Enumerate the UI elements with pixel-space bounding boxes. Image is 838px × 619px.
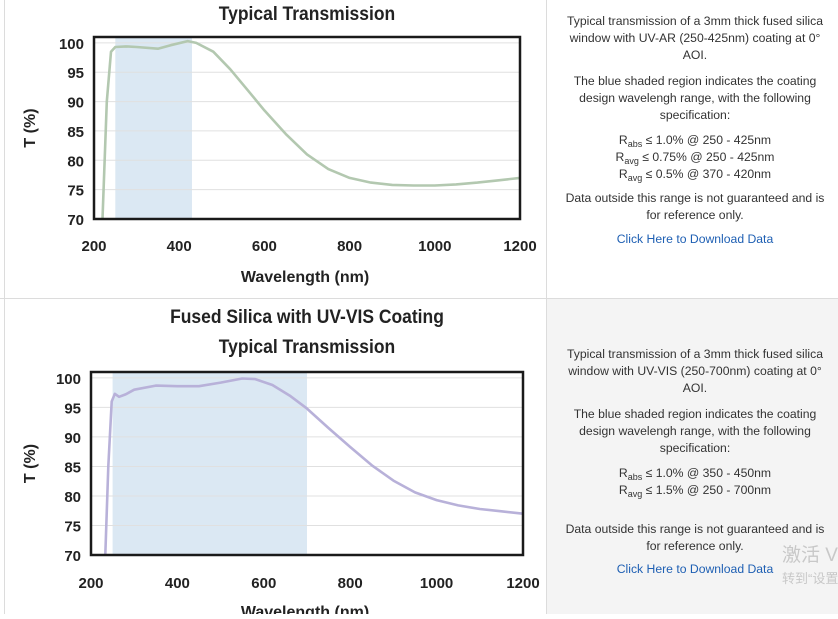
y-tick-label: 75 (64, 518, 81, 535)
x-tick-label: 1200 (503, 238, 536, 255)
y-tick-label: 75 (67, 183, 84, 200)
spec-line: Ravg ≤ 1.5% @ 250 - 700nm (618, 483, 772, 499)
x-tick-label: 200 (78, 575, 103, 592)
disclaimer-text: Data outside this range is not guarantee… (565, 522, 825, 553)
spec-text: ≤ 0.5% @ 370 - 420nm (645, 167, 772, 181)
y-tick-label: 90 (67, 95, 84, 112)
shaded-note: The blue shaded region indicates the coa… (573, 407, 817, 455)
y-axis-title: T (%) (22, 108, 39, 147)
x-tick-label: 800 (337, 238, 362, 255)
spec-list: Rabs ≤ 1.0% @ 350 - 450nm Ravg ≤ 1.5% @ … (561, 465, 829, 499)
spec-line: Ravg ≤ 0.5% @ 370 - 420nm (618, 167, 772, 183)
y-tick-label: 80 (67, 153, 84, 170)
y-tick-label: 85 (67, 124, 84, 141)
plot-frame (89, 370, 525, 557)
y-tick-label: 70 (64, 548, 81, 565)
y-axis-title: T (%) (22, 444, 39, 483)
spec-list: Rabs ≤ 1.0% @ 250 - 425nm Ravg ≤ 0.75% @… (561, 132, 829, 183)
y-tick-label: 95 (64, 400, 81, 417)
x-tick-label: 1000 (418, 238, 451, 255)
disclaimer-text: Data outside this range is not guarantee… (565, 191, 825, 222)
chart-cell: Typical Transmission 70 75 80 85 90 95 100 200 40… (5, 0, 545, 298)
spec-line: Ravg ≤ 0.75% @ 250 - 425nm (615, 150, 775, 166)
y-tick-label: 70 (67, 212, 84, 229)
chart-cell: Fused Silica with UV-VIS Coating Typical … (5, 299, 545, 619)
spec-text: ≤ 1.0% @ 250 - 425nm (645, 133, 772, 147)
y-tick-label: 100 (59, 36, 84, 53)
download-data-link[interactable]: Click Here to Download Data (616, 562, 774, 576)
x-axis-title: Wavelength (nm) (241, 604, 369, 614)
spec-line: Rabs ≤ 1.0% @ 350 - 450nm (618, 466, 772, 482)
activation-watermark: 激活 V (782, 545, 838, 566)
x-tick-label: 800 (338, 575, 363, 592)
left-border (4, 0, 5, 614)
spec-subscript: abs (627, 472, 643, 482)
description-block: Typical transmission of a 3mm thick fuse… (561, 346, 829, 578)
spec-subscript: abs (627, 139, 643, 149)
description-text: Typical transmission of a 3mm thick fuse… (566, 14, 824, 62)
x-tick-label: 600 (251, 575, 276, 592)
plot-frame (92, 35, 522, 221)
y-tick-label: 80 (64, 489, 81, 506)
x-tick-label: 600 (252, 238, 277, 255)
y-tick-label: 100 (56, 371, 81, 388)
spec-text: ≤ 0.75% @ 250 - 425nm (642, 150, 775, 164)
coating-range-shade (112, 372, 307, 555)
chart-title: Typical Transmission (219, 2, 395, 24)
spec-subscript: avg (624, 156, 639, 166)
product-row-uv-vis: Fused Silica with UV-VIS Coating Typical … (0, 299, 838, 619)
transmission-chart: Fused Silica with UV-VIS Coating Typical … (22, 305, 540, 619)
description-block: Typical transmission of a 3mm thick fuse… (561, 13, 829, 248)
transmission-curve (104, 377, 524, 556)
spec-subscript: avg (627, 489, 643, 499)
spec-text: ≤ 1.0% @ 350 - 450nm (645, 466, 772, 480)
activation-watermark-sub: 转到“设置 (782, 571, 838, 586)
spec-subscript: avg (627, 173, 643, 183)
y-tick-label: 95 (67, 65, 84, 82)
x-tick-label: 1000 (420, 575, 453, 592)
x-tick-label: 400 (167, 238, 192, 255)
chart-title: Fused Silica with UV-VIS Coating (170, 305, 444, 327)
spec-text: ≤ 1.5% @ 250 - 700nm (645, 483, 772, 497)
chart-title: Typical Transmission (219, 335, 395, 357)
spec-line: Rabs ≤ 1.0% @ 250 - 425nm (618, 133, 772, 149)
transmission-curve (101, 39, 521, 220)
x-tick-label: 200 (81, 238, 106, 255)
download-data-link[interactable]: Click Here to Download Data (616, 232, 774, 246)
transmission-chart: Typical Transmission 70 75 80 85 90 95 100 200 40… (22, 2, 537, 286)
y-tick-label: 90 (64, 430, 81, 447)
shaded-note: The blue shaded region indicates the coa… (573, 74, 817, 122)
description-cell: Typical transmission of a 3mm thick fuse… (546, 299, 838, 614)
description-text: Typical transmission of a 3mm thick fuse… (566, 347, 824, 395)
x-tick-label: 400 (165, 575, 190, 592)
x-axis-title: Wavelength (nm) (241, 269, 369, 286)
x-tick-label: 1200 (506, 575, 539, 592)
coating-range-shade (115, 37, 192, 219)
product-row-uv-ar: Typical Transmission 70 75 80 85 90 95 100 200 40… (0, 0, 838, 299)
description-cell: Typical transmission of a 3mm thick fuse… (546, 0, 838, 298)
y-tick-label: 85 (64, 459, 81, 476)
